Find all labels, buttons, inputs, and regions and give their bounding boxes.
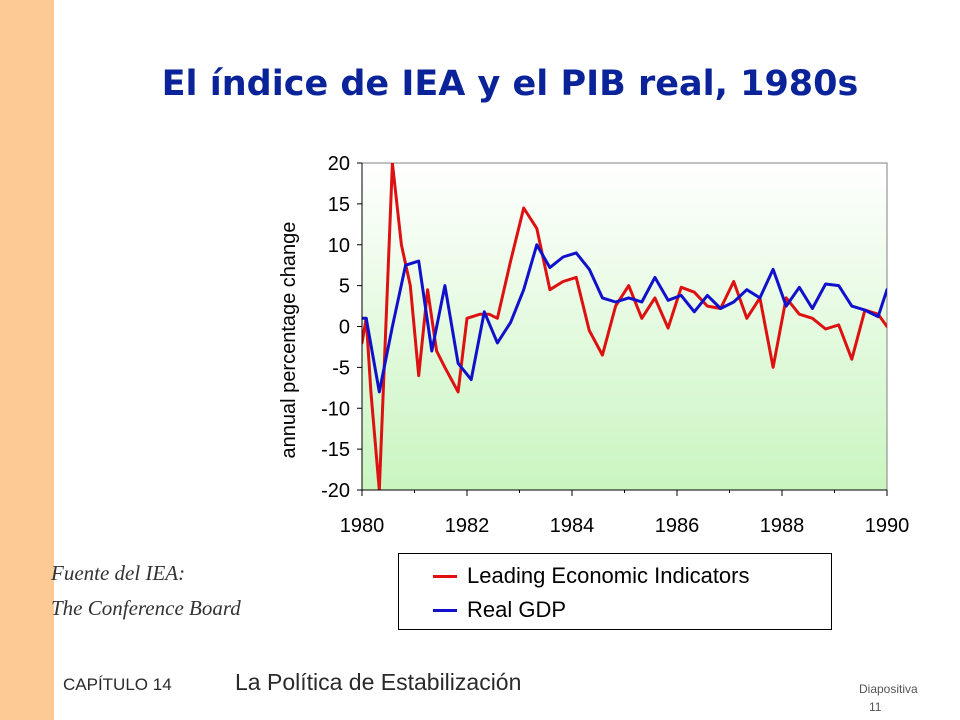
footer-title: La Política de Estabilización <box>235 669 522 695</box>
y-tick-label: -20 <box>321 480 350 502</box>
x-tick-label: 1982 <box>445 515 490 537</box>
legend-label-gdp: Real GDP <box>467 597 567 622</box>
plot-area <box>361 162 888 491</box>
source-line-1: Fuente del IEA: <box>51 561 186 585</box>
sidebar-accent <box>0 0 54 720</box>
legend-swatch-lei <box>433 574 457 578</box>
legend-label-lei: Leading Economic Indicators <box>467 563 750 588</box>
source-note: Fuente del IEA: The Conference Board <box>51 556 241 626</box>
page-title: El índice de IEA y el PIB real, 1980s <box>161 64 859 104</box>
y-tick-label: 10 <box>328 235 350 257</box>
series-line-real-gdp <box>362 243 887 394</box>
x-tick-label: 1984 <box>550 515 595 537</box>
legend-item-gdp: Real GDP <box>433 597 566 623</box>
y-tick-label: 20 <box>328 153 350 175</box>
x-tick-label: 1986 <box>655 515 700 537</box>
y-tick-label: -5 <box>332 357 350 379</box>
x-tick-label: 1990 <box>865 515 910 537</box>
footer-chapter: CAPÍTULO 14 <box>63 675 172 694</box>
y-axis-title: annual percentage change <box>278 222 300 459</box>
slide-number: 11 <box>869 700 882 714</box>
y-tick-label: 0 <box>339 317 350 339</box>
legend-swatch-gdp <box>433 608 457 612</box>
slide-label: Diapositiva <box>859 682 918 696</box>
x-tick-label: 1988 <box>760 515 805 537</box>
y-tick-label: 15 <box>328 194 350 216</box>
legend-item-lei: Leading Economic Indicators <box>433 563 750 589</box>
chart-legend: Leading Economic Indicators Real GDP <box>398 553 832 630</box>
y-tick-label: -15 <box>321 439 350 461</box>
x-tick-label: 1980 <box>340 515 385 537</box>
y-tick-label: 5 <box>339 276 350 298</box>
series-line-leading-indicators <box>362 163 887 490</box>
y-tick-label: -10 <box>321 398 350 420</box>
source-line-2: The Conference Board <box>51 596 241 620</box>
